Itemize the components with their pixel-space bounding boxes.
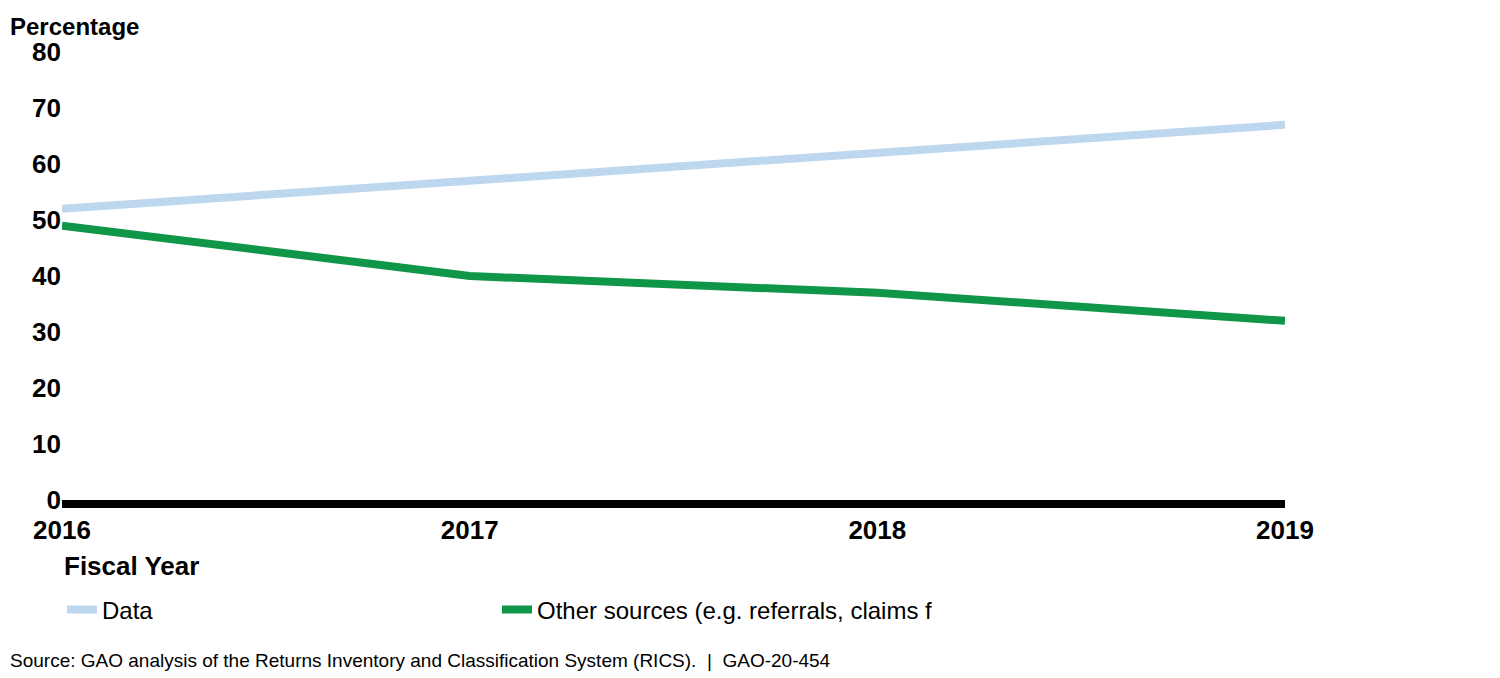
svg-text:2017: 2017 [441,515,499,545]
svg-text:2016: 2016 [33,515,91,545]
svg-text:Source: GAO analysis of the Re: Source: GAO analysis of the Returns Inve… [10,650,831,671]
svg-text:Data: Data [102,597,153,624]
svg-text:40: 40 [32,261,61,291]
svg-text:80: 80 [32,37,61,67]
svg-text:70: 70 [32,93,61,123]
svg-text:60: 60 [32,149,61,179]
svg-text:Percentage: Percentage [10,13,139,40]
svg-text:50: 50 [32,205,61,235]
svg-text:Other sources (e.g. referrals,: Other sources (e.g. referrals, claims fo… [537,597,932,624]
svg-text:0: 0 [47,485,61,515]
svg-text:30: 30 [32,317,61,347]
svg-text:2018: 2018 [848,515,906,545]
svg-text:Fiscal Year: Fiscal Year [64,551,199,581]
svg-text:2019: 2019 [1256,515,1314,545]
svg-text:20: 20 [32,373,61,403]
svg-text:10: 10 [32,429,61,459]
